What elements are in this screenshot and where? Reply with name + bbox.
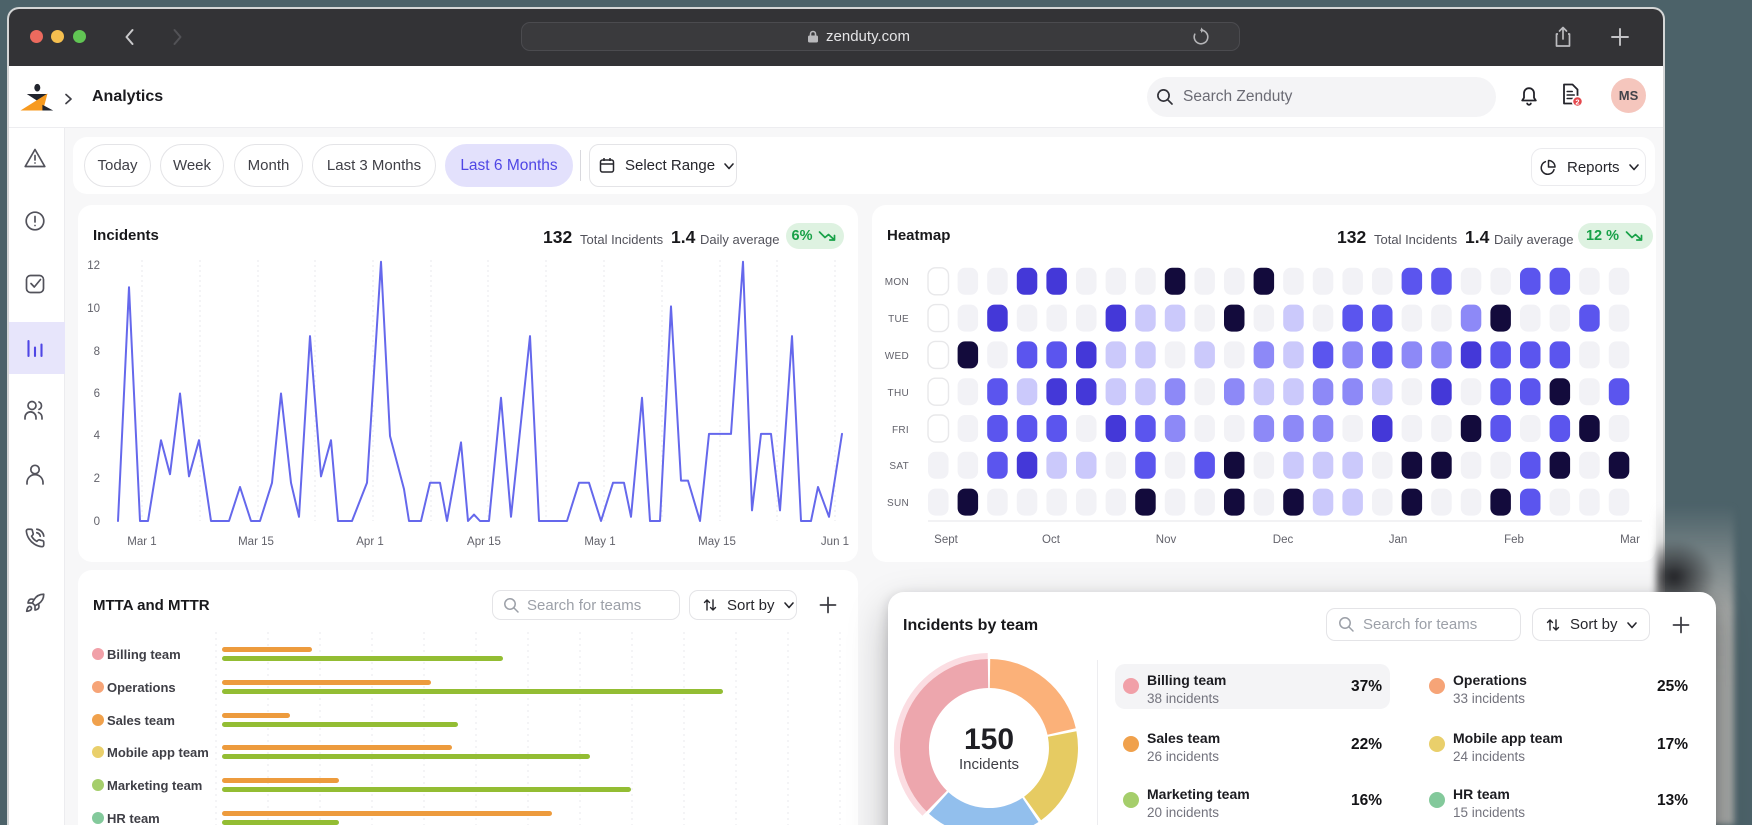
- svg-text:Oct: Oct: [1042, 534, 1061, 546]
- svg-text:2: 2: [1575, 97, 1579, 106]
- svg-text:Apr 1: Apr 1: [356, 536, 384, 548]
- svg-text:8: 8: [94, 346, 100, 358]
- svg-text:WED: WED: [885, 351, 909, 362]
- svg-text:Mar 1: Mar 1: [127, 536, 156, 548]
- svg-text:TUE: TUE: [888, 314, 909, 325]
- svg-text:THU: THU: [888, 388, 909, 399]
- svg-text:4: 4: [94, 430, 101, 442]
- svg-text:May 15: May 15: [698, 536, 736, 548]
- svg-text:MON: MON: [885, 277, 909, 288]
- svg-text:0: 0: [94, 516, 100, 528]
- svg-text:May 1: May 1: [584, 536, 615, 548]
- svg-text:Feb: Feb: [1504, 534, 1524, 546]
- svg-text:Apr 15: Apr 15: [467, 536, 501, 548]
- svg-text:Sept: Sept: [934, 534, 958, 546]
- svg-text:12: 12: [87, 260, 100, 272]
- svg-text:Jun 1: Jun 1: [821, 536, 849, 548]
- svg-text:Mar 15: Mar 15: [238, 536, 274, 548]
- svg-text:2: 2: [94, 473, 100, 485]
- svg-text:SUN: SUN: [887, 498, 909, 509]
- svg-text:Mar: Mar: [1620, 534, 1640, 546]
- svg-text:FRI: FRI: [892, 425, 909, 436]
- svg-text:10: 10: [87, 303, 100, 315]
- svg-text:SAT: SAT: [889, 461, 909, 472]
- svg-text:Nov: Nov: [1156, 534, 1177, 546]
- svg-text:6: 6: [94, 388, 100, 400]
- svg-text:Dec: Dec: [1273, 534, 1294, 546]
- svg-text:Jan: Jan: [1389, 534, 1408, 546]
